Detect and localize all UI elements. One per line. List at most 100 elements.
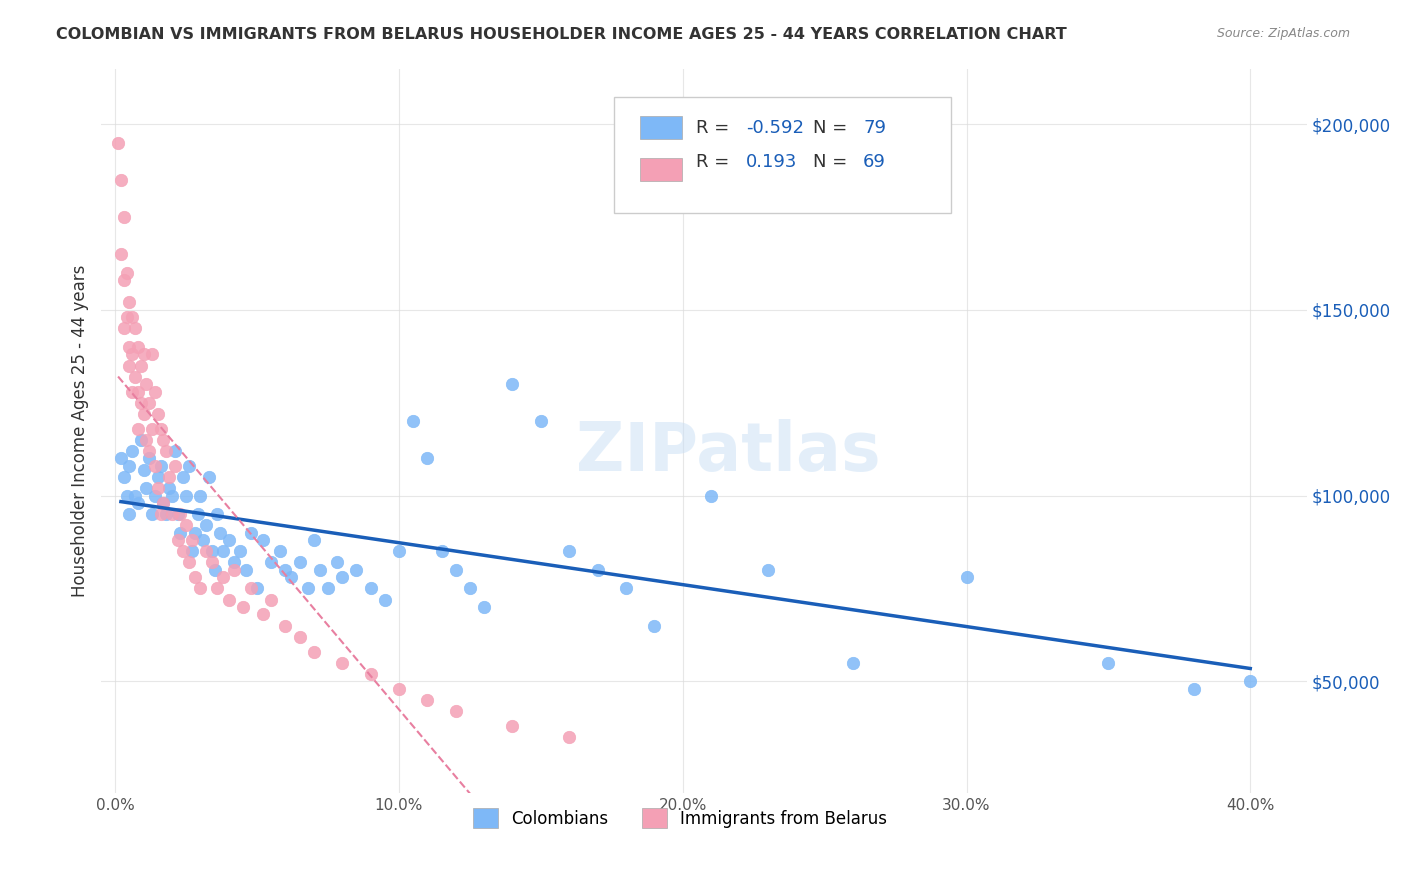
Point (163, 458, 186, 473)
Point (614, 582, 637, 596)
Point (240, 582, 263, 596)
Point (224, 563, 246, 577)
Point (149, 422, 172, 436)
Y-axis label: Householder Income Ages 25 - 44 years: Householder Income Ages 25 - 44 years (72, 264, 89, 597)
Point (246, 582, 269, 596)
Point (157, 481, 180, 495)
Point (152, 496, 174, 510)
Point (198, 470, 221, 484)
Point (146, 481, 169, 495)
Point (274, 563, 297, 577)
Point (135, 433, 157, 447)
Point (207, 582, 229, 596)
Point (118, 295, 141, 310)
Point (297, 582, 319, 596)
Point (177, 556, 200, 570)
Point (160, 507, 183, 521)
Point (166, 533, 188, 548)
Point (302, 644, 325, 658)
Point (110, 451, 132, 466)
Point (127, 384, 149, 399)
Point (129, 433, 152, 447)
Point (224, 556, 246, 570)
Text: -0.592: -0.592 (747, 119, 804, 136)
Point (163, 444, 186, 458)
Point (288, 556, 311, 570)
Point (530, 414, 553, 428)
Point (218, 592, 240, 607)
Point (112, 321, 135, 335)
Point (700, 489, 723, 503)
Point (166, 507, 188, 521)
Point (402, 414, 425, 428)
Point (177, 458, 200, 473)
Point (152, 496, 174, 510)
Legend: Colombians, Immigrants from Belarus: Colombians, Immigrants from Belarus (467, 801, 894, 835)
Point (416, 451, 439, 466)
Point (360, 666, 382, 681)
Point (201, 544, 224, 558)
Point (1182, 681, 1205, 696)
Point (157, 470, 180, 484)
Point (118, 507, 141, 521)
Point (112, 470, 135, 484)
Point (121, 347, 143, 361)
Text: 79: 79 (863, 119, 886, 136)
Point (308, 563, 330, 577)
Point (141, 422, 163, 436)
Point (121, 310, 143, 325)
Point (212, 570, 235, 584)
Point (172, 470, 194, 484)
Point (118, 359, 141, 373)
Point (260, 556, 283, 570)
Point (190, 582, 212, 596)
Text: Source: ZipAtlas.com: Source: ZipAtlas.com (1216, 27, 1350, 40)
Point (1239, 674, 1261, 689)
FancyBboxPatch shape (613, 97, 952, 213)
Point (955, 570, 977, 584)
Point (138, 444, 160, 458)
Point (174, 489, 197, 503)
Point (146, 407, 169, 421)
Point (444, 704, 467, 718)
Point (132, 407, 155, 421)
Point (316, 582, 339, 596)
Point (180, 533, 202, 548)
Point (416, 693, 439, 707)
Text: ZIPatlas: ZIPatlas (576, 419, 880, 485)
Point (209, 525, 232, 540)
Point (274, 618, 297, 632)
Point (121, 384, 143, 399)
Point (201, 556, 224, 570)
Point (374, 592, 396, 607)
Point (330, 570, 353, 584)
Point (160, 489, 183, 503)
Point (252, 533, 274, 548)
Point (346, 563, 368, 577)
Point (121, 444, 143, 458)
Point (169, 525, 191, 540)
Point (149, 458, 172, 473)
Point (138, 451, 160, 466)
Point (129, 359, 152, 373)
Point (149, 507, 172, 521)
Point (195, 544, 218, 558)
Point (124, 369, 146, 384)
Point (458, 582, 481, 596)
Point (146, 470, 169, 484)
Point (127, 422, 149, 436)
Point (155, 507, 177, 521)
FancyBboxPatch shape (640, 158, 682, 181)
Point (193, 533, 215, 548)
Point (360, 582, 382, 596)
Point (183, 570, 205, 584)
Point (135, 481, 157, 495)
Point (325, 556, 347, 570)
Text: N =: N = (813, 153, 852, 171)
Point (558, 544, 581, 558)
Text: 69: 69 (863, 153, 886, 171)
Point (112, 273, 135, 287)
FancyBboxPatch shape (640, 116, 682, 139)
Point (107, 136, 129, 150)
Point (842, 656, 865, 670)
